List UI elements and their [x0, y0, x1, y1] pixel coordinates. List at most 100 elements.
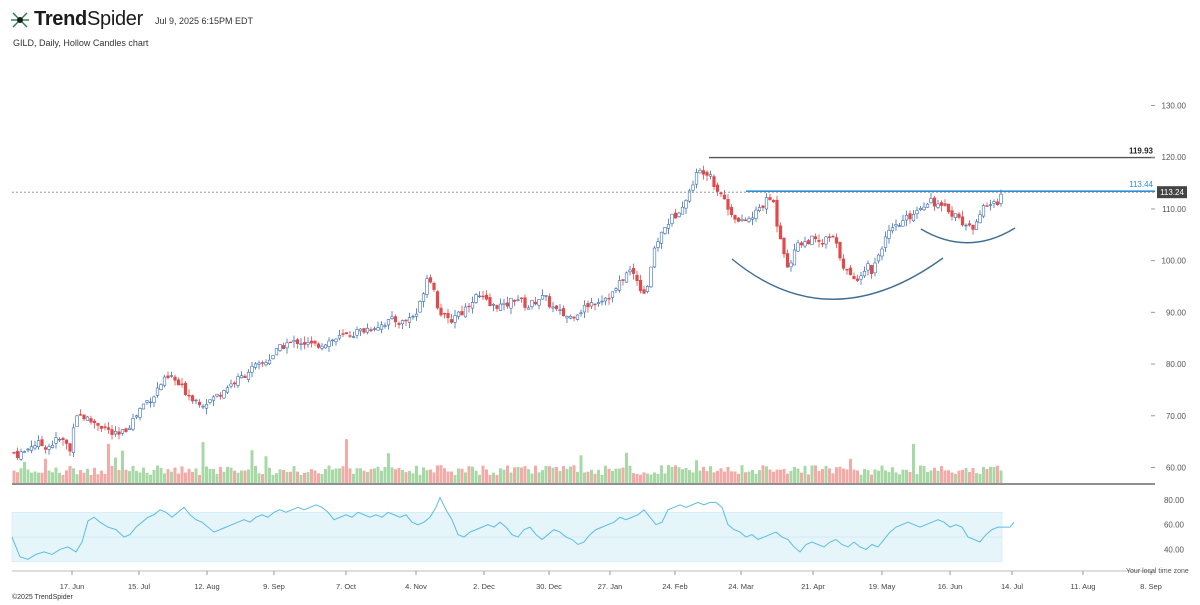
- candle-body: [404, 319, 408, 322]
- volume-bar: [51, 472, 54, 483]
- volume-bar: [702, 466, 705, 483]
- candle-body: [197, 401, 202, 406]
- volume-bar: [737, 473, 740, 483]
- volume-bar: [362, 470, 366, 483]
- candle-body: [810, 235, 814, 245]
- volume-bar: [677, 467, 681, 483]
- candle-body: [670, 213, 674, 224]
- candle-body: [575, 314, 580, 320]
- candle-body: [708, 174, 713, 177]
- brand-name: TrendSpider: [34, 8, 143, 30]
- candle-body: [908, 213, 912, 220]
- volume-bar: [327, 465, 331, 483]
- candle-body: [680, 206, 685, 215]
- volume-bar: [831, 473, 835, 483]
- candle-body: [376, 327, 380, 331]
- candle-body: [411, 315, 415, 318]
- volume-bar: [236, 472, 240, 483]
- volume-bar: [303, 472, 306, 483]
- volume-bar: [800, 472, 803, 483]
- candle-body: [855, 278, 860, 281]
- volume-bar: [401, 469, 404, 483]
- volume-bar: [947, 470, 950, 483]
- candle-body: [453, 315, 457, 323]
- candle-body: [418, 301, 422, 313]
- candle-body: [414, 313, 419, 317]
- volume-bar: [380, 470, 383, 483]
- volume-bar: [915, 474, 919, 483]
- volume-bar: [156, 465, 159, 483]
- volume-bar: [219, 467, 222, 483]
- volume-bar: [663, 473, 667, 483]
- volume-bar: [863, 469, 866, 483]
- volume-bar: [989, 466, 992, 483]
- volume-bar: [898, 474, 901, 483]
- x-tick-label: 8. Sep: [1140, 582, 1162, 591]
- candle-body: [813, 236, 818, 240]
- candle-body: [225, 387, 230, 393]
- candle-body: [183, 382, 188, 395]
- candle-body: [792, 249, 797, 266]
- volume-bar: [271, 474, 275, 483]
- candle-body: [299, 343, 303, 345]
- volume-bar: [919, 465, 922, 483]
- header: TrendSpider Jul 9, 2025 6:15PM EDT: [10, 8, 610, 48]
- candle-body: [817, 239, 821, 242]
- candle-body: [302, 342, 307, 345]
- candle-body: [173, 376, 177, 381]
- volume-layer: [12, 439, 1003, 483]
- volume-bar: [201, 442, 205, 483]
- volume-bar: [856, 470, 859, 483]
- volume-bar: [23, 461, 26, 483]
- volume-bar: [667, 465, 670, 483]
- candle-body: [295, 339, 300, 344]
- volume-bar: [593, 473, 597, 483]
- candle-body: [834, 237, 839, 244]
- candle-body: [187, 394, 191, 397]
- candle-body: [215, 393, 219, 397]
- volume-bar: [306, 472, 310, 483]
- candle-body: [246, 371, 251, 380]
- volume-bar: [313, 470, 317, 483]
- candle-body: [334, 338, 338, 343]
- x-tick-label: 9. Sep: [263, 582, 285, 591]
- volume-bar: [93, 467, 96, 483]
- candle-body: [743, 219, 748, 222]
- volume-bar: [170, 471, 173, 483]
- price-tick-label: 100.00: [1162, 257, 1187, 266]
- candle-body: [348, 335, 352, 337]
- candle-body: [862, 271, 867, 277]
- volume-bar: [842, 468, 845, 483]
- volume-bar: [733, 471, 737, 483]
- volume-bar: [16, 472, 19, 483]
- volume-bar: [299, 474, 303, 483]
- x-tick-label: 4. Nov: [405, 582, 427, 591]
- volume-bar: [621, 467, 625, 483]
- candle-body: [285, 342, 289, 349]
- candle-body: [866, 263, 870, 271]
- last-price-tag: [1157, 186, 1187, 199]
- candle-body: [82, 414, 86, 420]
- candle-body: [624, 272, 629, 283]
- candle-body: [50, 444, 55, 448]
- candle-body: [180, 383, 184, 386]
- volume-bar: [100, 470, 103, 483]
- volume-bar: [709, 466, 712, 483]
- candle-body: [159, 384, 163, 391]
- candle-body: [397, 323, 401, 325]
- candle-body: [449, 319, 454, 323]
- candle-body: [470, 302, 475, 309]
- volume-bar: [579, 455, 583, 483]
- candle-body: [698, 169, 702, 174]
- candle-body: [253, 363, 258, 368]
- candle-body: [719, 192, 723, 195]
- volume-bar: [887, 472, 891, 483]
- candle-body: [757, 207, 762, 211]
- candle-body: [701, 170, 706, 175]
- volume-bar: [65, 470, 68, 483]
- volume-bar: [338, 468, 341, 483]
- candle-body: [565, 316, 569, 319]
- price-tick-label: 60.00: [1166, 463, 1187, 472]
- volume-bar: [793, 466, 796, 483]
